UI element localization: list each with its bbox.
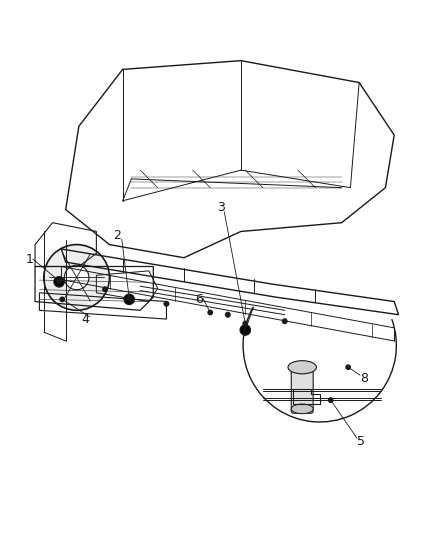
Ellipse shape xyxy=(291,404,313,414)
Text: 5: 5 xyxy=(357,435,365,448)
Circle shape xyxy=(225,312,230,317)
Text: 3: 3 xyxy=(217,201,225,214)
Circle shape xyxy=(57,279,61,283)
Circle shape xyxy=(60,297,64,302)
Text: 6: 6 xyxy=(195,293,203,306)
Circle shape xyxy=(240,325,251,335)
Circle shape xyxy=(44,245,110,310)
Circle shape xyxy=(282,319,287,324)
Circle shape xyxy=(243,321,247,326)
Text: 2: 2 xyxy=(113,229,121,243)
Ellipse shape xyxy=(288,361,316,374)
Circle shape xyxy=(346,365,350,369)
Circle shape xyxy=(208,310,212,314)
Circle shape xyxy=(102,287,108,292)
Circle shape xyxy=(127,296,131,300)
FancyBboxPatch shape xyxy=(291,365,313,413)
Text: 4: 4 xyxy=(81,313,89,326)
Circle shape xyxy=(54,277,64,287)
Circle shape xyxy=(64,265,89,290)
Circle shape xyxy=(328,398,333,402)
Circle shape xyxy=(164,301,169,306)
Text: 8: 8 xyxy=(360,372,368,385)
Circle shape xyxy=(124,294,134,304)
Text: 1: 1 xyxy=(26,253,34,265)
